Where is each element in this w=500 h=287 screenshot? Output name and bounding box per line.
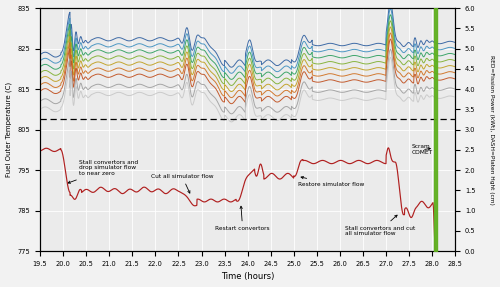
Text: Restore simulator flow: Restore simulator flow xyxy=(298,177,364,187)
Y-axis label: Fuel Outer Temperature (C): Fuel Outer Temperature (C) xyxy=(6,82,12,177)
Text: Restart convertors: Restart convertors xyxy=(216,206,270,231)
Text: Scram
COMET: Scram COMET xyxy=(412,144,432,155)
Text: Cut all simulator flow: Cut all simulator flow xyxy=(151,174,214,193)
Text: Stall convertors and cut
all simulator flow: Stall convertors and cut all simulator f… xyxy=(344,215,415,236)
Text: Stall convertors and
drop simulator flow
to near zero: Stall convertors and drop simulator flow… xyxy=(68,160,138,183)
Y-axis label: RED=Fission Power (kWt), DASH=Platen Hght (cm): RED=Fission Power (kWt), DASH=Platen Hgh… xyxy=(490,55,494,205)
X-axis label: Time (hours): Time (hours) xyxy=(221,272,274,282)
